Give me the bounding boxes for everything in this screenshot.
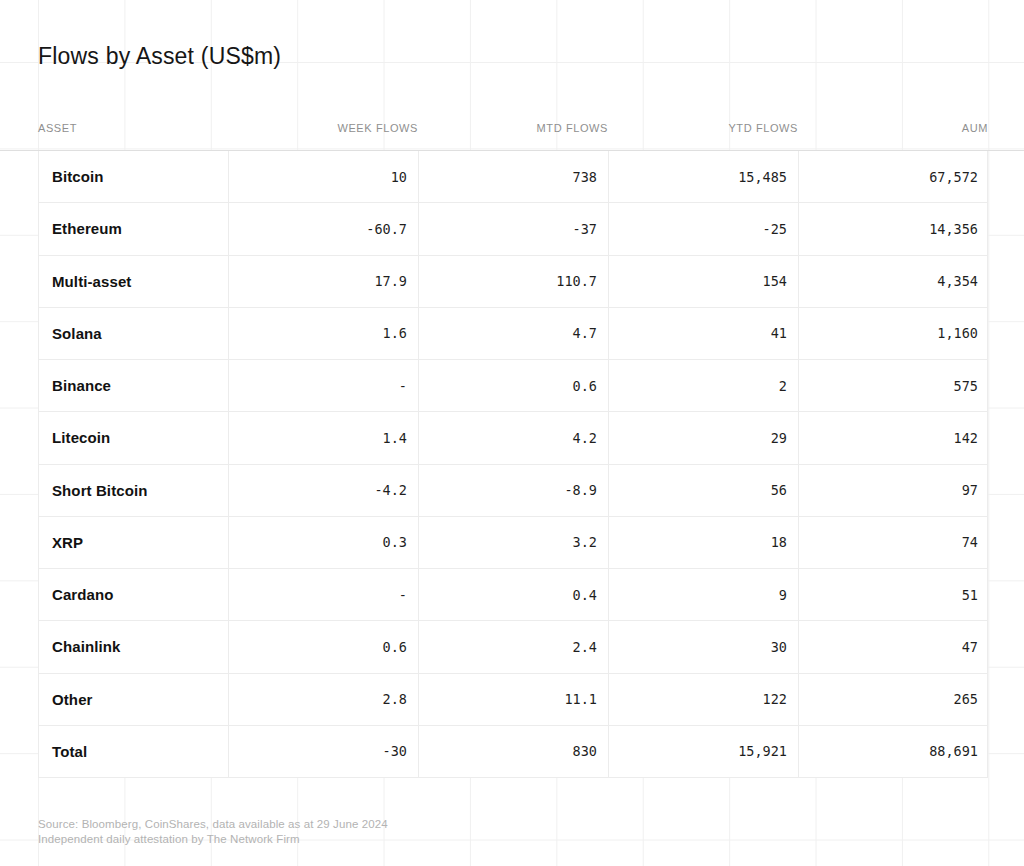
week-flows-value: 2.8 <box>229 674 419 725</box>
mtd-flows-value: 2.4 <box>419 621 609 672</box>
table-row: Solana 1.6 4.7 41 1,160 <box>39 308 987 360</box>
aum-value: 14,356 <box>799 203 989 254</box>
week-flows-value: 17.9 <box>229 256 419 307</box>
week-flows-value: 0.3 <box>229 517 419 568</box>
table-header: ASSET WEEK FLOWS MTD FLOWS YTD FLOWS AUM <box>38 118 988 138</box>
ytd-flows-value: 56 <box>609 465 799 516</box>
aum-value: 51 <box>799 569 989 620</box>
mtd-flows-value: 0.4 <box>419 569 609 620</box>
aum-value: 47 <box>799 621 989 672</box>
asset-name: Litecoin <box>39 412 229 463</box>
ytd-flows-value: 2 <box>609 360 799 411</box>
column-header-mtd-flows: MTD FLOWS <box>418 122 608 134</box>
asset-name: XRP <box>39 517 229 568</box>
ytd-flows-value: 30 <box>609 621 799 672</box>
week-flows-value: 1.4 <box>229 412 419 463</box>
asset-name: Multi-asset <box>39 256 229 307</box>
week-flows-value: 1.6 <box>229 308 419 359</box>
column-header-ytd-flows: YTD FLOWS <box>608 122 798 134</box>
aum-value: 67,572 <box>799 151 989 202</box>
week-flows-value: 0.6 <box>229 621 419 672</box>
ytd-flows-value: 122 <box>609 674 799 725</box>
column-header-week-flows: WEEK FLOWS <box>228 122 418 134</box>
table-row: Other 2.8 11.1 122 265 <box>39 674 987 726</box>
mtd-flows-value: 0.6 <box>419 360 609 411</box>
mtd-flows-value: 738 <box>419 151 609 202</box>
table-row: XRP 0.3 3.2 18 74 <box>39 517 987 569</box>
week-flows-value: 10 <box>229 151 419 202</box>
week-flows-value: -30 <box>229 726 419 777</box>
asset-name: Short Bitcoin <box>39 465 229 516</box>
asset-name: Binance <box>39 360 229 411</box>
aum-value: 142 <box>799 412 989 463</box>
aum-value: 265 <box>799 674 989 725</box>
table-row: Binance - 0.6 2 575 <box>39 360 987 412</box>
flows-by-asset-table: Bitcoin 10 738 15,485 67,572 Ethereum -6… <box>38 151 988 778</box>
aum-value: 88,691 <box>799 726 989 777</box>
source-line: Source: Bloomberg, CoinShares, data avai… <box>38 817 388 832</box>
asset-name: Total <box>39 726 229 777</box>
mtd-flows-value: -37 <box>419 203 609 254</box>
aum-value: 4,354 <box>799 256 989 307</box>
asset-name: Chainlink <box>39 621 229 672</box>
mtd-flows-value: 11.1 <box>419 674 609 725</box>
ytd-flows-value: 15,921 <box>609 726 799 777</box>
week-flows-value: - <box>229 569 419 620</box>
asset-name: Cardano <box>39 569 229 620</box>
aum-value: 575 <box>799 360 989 411</box>
aum-value: 97 <box>799 465 989 516</box>
table-row: Bitcoin 10 738 15,485 67,572 <box>39 151 987 203</box>
asset-name: Ethereum <box>39 203 229 254</box>
ytd-flows-value: 154 <box>609 256 799 307</box>
table-row-total: Total -30 830 15,921 88,691 <box>39 726 987 778</box>
asset-name: Bitcoin <box>39 151 229 202</box>
asset-name: Solana <box>39 308 229 359</box>
mtd-flows-value: 4.7 <box>419 308 609 359</box>
ytd-flows-value: 15,485 <box>609 151 799 202</box>
column-header-aum: AUM <box>798 122 988 134</box>
aum-value: 1,160 <box>799 308 989 359</box>
mtd-flows-value: 3.2 <box>419 517 609 568</box>
page-title: Flows by Asset (US$m) <box>38 45 281 68</box>
table-row: Multi-asset 17.9 110.7 154 4,354 <box>39 256 987 308</box>
page-background: { "title": "Flows by Asset (US$m)", "tab… <box>0 0 1024 866</box>
table-row: Ethereum -60.7 -37 -25 14,356 <box>39 203 987 255</box>
mtd-flows-value: -8.9 <box>419 465 609 516</box>
table-row: Cardano - 0.4 9 51 <box>39 569 987 621</box>
table-row: Litecoin 1.4 4.2 29 142 <box>39 412 987 464</box>
source-note: Source: Bloomberg, CoinShares, data avai… <box>38 817 388 847</box>
ytd-flows-value: 41 <box>609 308 799 359</box>
week-flows-value: - <box>229 360 419 411</box>
week-flows-value: -60.7 <box>229 203 419 254</box>
table-row: Chainlink 0.6 2.4 30 47 <box>39 621 987 673</box>
week-flows-value: -4.2 <box>229 465 419 516</box>
aum-value: 74 <box>799 517 989 568</box>
table-row: Short Bitcoin -4.2 -8.9 56 97 <box>39 465 987 517</box>
ytd-flows-value: 9 <box>609 569 799 620</box>
asset-name: Other <box>39 674 229 725</box>
ytd-flows-value: 29 <box>609 412 799 463</box>
mtd-flows-value: 4.2 <box>419 412 609 463</box>
ytd-flows-value: 18 <box>609 517 799 568</box>
column-header-asset: ASSET <box>38 122 228 134</box>
mtd-flows-value: 110.7 <box>419 256 609 307</box>
mtd-flows-value: 830 <box>419 726 609 777</box>
ytd-flows-value: -25 <box>609 203 799 254</box>
attestation-line: Independent daily attestation by The Net… <box>38 832 388 847</box>
